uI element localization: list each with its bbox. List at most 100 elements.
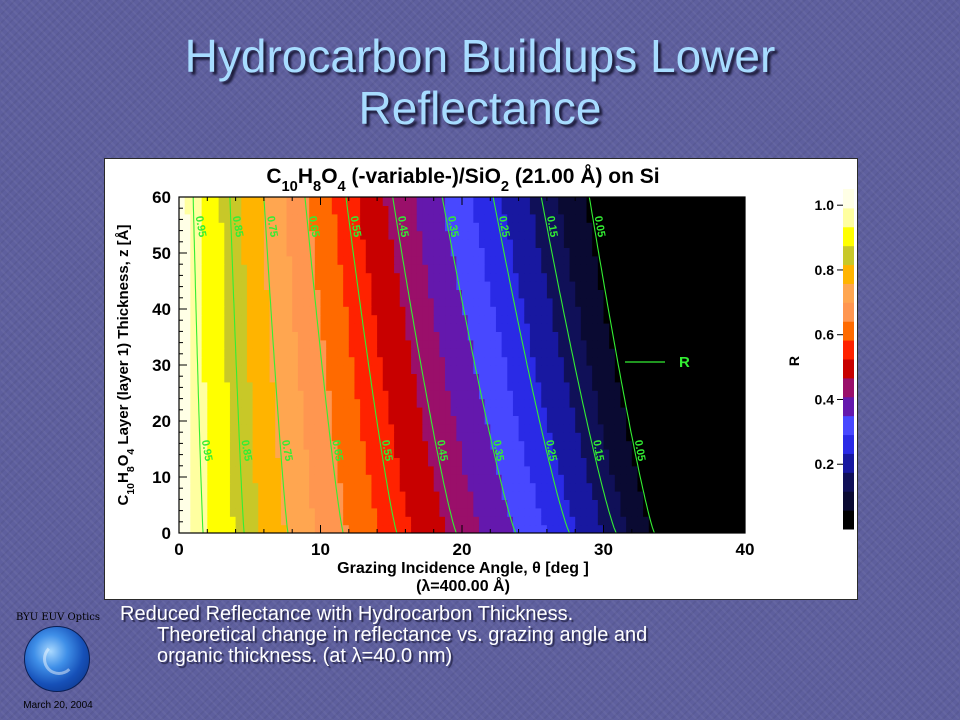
heatmap-cell bbox=[433, 331, 440, 341]
heatmap-cell bbox=[456, 449, 463, 458]
heatmap-cell bbox=[269, 373, 276, 383]
heatmap-cell bbox=[433, 423, 440, 433]
heatmap-cell bbox=[478, 331, 486, 341]
heatmap-cell bbox=[739, 331, 745, 341]
heatmap-cell bbox=[275, 499, 282, 509]
heatmap-cell bbox=[733, 373, 740, 383]
heatmap-cell bbox=[631, 390, 639, 400]
heatmap-cell bbox=[518, 407, 525, 416]
heatmap-cell bbox=[728, 524, 735, 533]
heatmap-cell bbox=[331, 507, 339, 517]
heatmap-cell bbox=[320, 381, 327, 391]
heatmap-cell bbox=[688, 264, 695, 274]
heatmap-cell bbox=[688, 524, 695, 533]
heatmap-cell bbox=[722, 297, 729, 307]
heatmap-cell bbox=[484, 516, 491, 526]
heatmap-cell bbox=[331, 348, 339, 358]
heatmap-cell bbox=[309, 407, 316, 416]
x-tick-label: 30 bbox=[594, 540, 613, 559]
heatmap-cell bbox=[428, 281, 435, 290]
heatmap-cell bbox=[411, 314, 418, 324]
heatmap-cell bbox=[405, 524, 412, 533]
heatmap-cell bbox=[592, 482, 599, 492]
heatmap-cell bbox=[665, 491, 673, 500]
heatmap-cell bbox=[422, 465, 429, 475]
heatmap-cell bbox=[495, 365, 503, 374]
heatmap-cell bbox=[558, 264, 565, 274]
heatmap-cell bbox=[314, 491, 322, 500]
heatmap-cell bbox=[241, 306, 248, 316]
heatmap-cell bbox=[699, 314, 706, 324]
slide-title-line1: Hydrocarbon Buildups Lower bbox=[184, 30, 776, 82]
heatmap-cell bbox=[626, 197, 633, 206]
heatmap-cell bbox=[428, 205, 435, 215]
heatmap-cell bbox=[722, 432, 729, 442]
heatmap-cell bbox=[473, 524, 480, 533]
heatmap-cell bbox=[382, 314, 390, 324]
heatmap-cell bbox=[462, 415, 469, 425]
heatmap-cell bbox=[275, 423, 282, 433]
heatmap-cell bbox=[371, 415, 378, 425]
heatmap-cell bbox=[614, 390, 622, 400]
heatmap-cell bbox=[722, 449, 729, 458]
heatmap-cell bbox=[558, 524, 565, 533]
heatmap-cell bbox=[569, 205, 576, 215]
heatmap-cell bbox=[433, 306, 440, 316]
heatmap-cell bbox=[297, 314, 305, 324]
heatmap-cell bbox=[524, 264, 531, 274]
heatmap-cell bbox=[309, 331, 316, 341]
heatmap-cell bbox=[745, 348, 751, 357]
heatmap-cell bbox=[507, 222, 514, 232]
heatmap-cell bbox=[507, 356, 514, 366]
heatmap-cell bbox=[682, 272, 689, 282]
heatmap-cell bbox=[212, 365, 220, 374]
heatmap-cell bbox=[212, 255, 220, 265]
heatmap-cell bbox=[399, 365, 406, 374]
heatmap-cell bbox=[739, 306, 745, 316]
heatmap-cell bbox=[478, 213, 486, 223]
heatmap-cell bbox=[552, 281, 559, 290]
heatmap-cell bbox=[699, 423, 706, 433]
heatmap-cell bbox=[592, 255, 599, 265]
heatmap-cell bbox=[484, 381, 491, 391]
heatmap-cell bbox=[603, 449, 610, 458]
heatmap-cell bbox=[428, 356, 435, 366]
heatmap-cell bbox=[405, 281, 412, 290]
heatmap-cell bbox=[495, 255, 503, 265]
heatmap-cell bbox=[569, 272, 576, 282]
heatmap-cell bbox=[733, 491, 740, 500]
heatmap-cell bbox=[501, 306, 508, 316]
heatmap-cell bbox=[478, 255, 486, 265]
heatmap-cell bbox=[275, 507, 282, 517]
heatmap-cell bbox=[382, 516, 390, 526]
heatmap-cell bbox=[580, 297, 588, 307]
heatmap-cell bbox=[241, 524, 248, 533]
heatmap-cell bbox=[637, 239, 644, 248]
heatmap-cell bbox=[252, 289, 259, 299]
heatmap-cell bbox=[711, 474, 718, 484]
heatmap-cell bbox=[728, 222, 735, 232]
heatmap-cell bbox=[314, 331, 322, 341]
heatmap-cell bbox=[179, 348, 186, 358]
heatmap-cell bbox=[507, 264, 514, 274]
heatmap-cell bbox=[529, 197, 537, 206]
heatmap-cell bbox=[360, 314, 367, 324]
heatmap-cell bbox=[371, 507, 378, 517]
heatmap-cell bbox=[654, 407, 661, 416]
heatmap-cell bbox=[507, 348, 514, 358]
heatmap-cell bbox=[518, 339, 525, 349]
heatmap-cell bbox=[569, 381, 576, 391]
y-tick-label: 10 bbox=[152, 468, 171, 487]
heatmap-cell bbox=[382, 205, 390, 215]
heatmap-cell bbox=[445, 390, 452, 400]
heatmap-cell bbox=[722, 230, 729, 240]
heatmap-cell bbox=[699, 289, 706, 299]
heatmap-cell bbox=[512, 432, 520, 442]
heatmap-cell bbox=[654, 348, 661, 358]
heatmap-cell bbox=[428, 465, 435, 475]
heatmap-cell bbox=[467, 281, 474, 290]
heatmap-cell bbox=[184, 415, 191, 425]
heatmap-cell bbox=[733, 449, 740, 458]
heatmap-cell bbox=[399, 306, 406, 316]
heatmap-cell bbox=[739, 323, 745, 332]
